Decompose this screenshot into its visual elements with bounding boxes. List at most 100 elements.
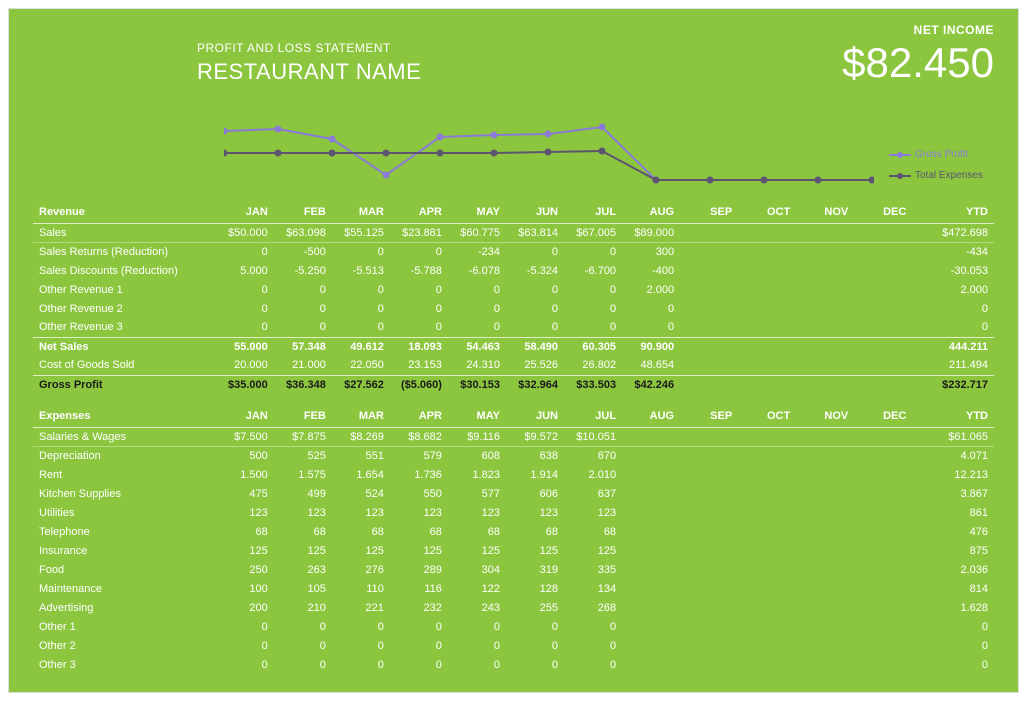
ytd-value: 814	[912, 579, 994, 598]
table-row: Other 200000000	[33, 636, 994, 655]
month-header: DEC	[854, 408, 912, 427]
cell-value: 123	[506, 503, 564, 522]
cell-value	[854, 503, 912, 522]
cell-value	[854, 223, 912, 242]
ytd-value: 12.213	[912, 465, 994, 484]
cell-value: 1.736	[390, 465, 448, 484]
table-row: Rent1.5001.5751.6541.7361.8231.9142.0101…	[33, 465, 994, 484]
cell-value: 608	[448, 446, 506, 465]
cell-value: 0	[448, 280, 506, 299]
cell-value	[738, 484, 796, 503]
cell-value: 128	[506, 579, 564, 598]
month-header: FEB	[274, 204, 332, 223]
ytd-value: 2.036	[912, 560, 994, 579]
legend-label: Gross Profit	[915, 149, 968, 160]
cell-value: 68	[564, 522, 622, 541]
cell-value: 0	[506, 280, 564, 299]
table-row: Other Revenue 3000000000	[33, 318, 994, 337]
ytd-header: YTD	[912, 204, 994, 223]
cell-value: 1.914	[506, 465, 564, 484]
cell-value: 0	[332, 655, 390, 674]
cell-value: 0	[506, 655, 564, 674]
cell-value	[854, 318, 912, 337]
chart-marker	[383, 172, 390, 179]
row-label: Food	[33, 560, 216, 579]
month-header: JAN	[216, 408, 274, 427]
cell-value	[738, 318, 796, 337]
ytd-value: 0	[912, 318, 994, 337]
cell-value: 123	[448, 503, 506, 522]
cell-value	[622, 484, 680, 503]
cell-value: $7.875	[274, 427, 332, 446]
cell-value: 232	[390, 598, 448, 617]
cell-value: $10.051	[564, 427, 622, 446]
cell-value	[622, 522, 680, 541]
cell-value: 0	[274, 617, 332, 636]
cell-value: 0	[332, 299, 390, 318]
cell-value: 268	[564, 598, 622, 617]
cell-value: 0	[564, 242, 622, 261]
cell-value	[622, 560, 680, 579]
cell-value	[854, 560, 912, 579]
ytd-value: 4.071	[912, 446, 994, 465]
month-header: JUN	[506, 408, 564, 427]
cell-value	[680, 541, 738, 560]
cell-value	[796, 261, 854, 280]
cell-value	[622, 598, 680, 617]
cell-value: -500	[274, 242, 332, 261]
cell-value	[796, 242, 854, 261]
row-label: Net Sales	[33, 337, 216, 356]
cell-value: 0	[216, 242, 274, 261]
cell-value	[622, 446, 680, 465]
cell-value	[680, 356, 738, 375]
cell-value: 0	[390, 299, 448, 318]
ytd-value: 3.867	[912, 484, 994, 503]
ytd-value: 211.494	[912, 356, 994, 375]
cell-value: $55.125	[332, 223, 390, 242]
cell-value	[738, 636, 796, 655]
cell-value: 0	[506, 318, 564, 337]
ytd-value: 0	[912, 299, 994, 318]
cell-value: 0	[274, 299, 332, 318]
cell-value: 116	[390, 579, 448, 598]
cell-value: 57.348	[274, 337, 332, 356]
table-row: Telephone68686868686868476	[33, 522, 994, 541]
cell-value: -5.324	[506, 261, 564, 280]
ytd-value: 476	[912, 522, 994, 541]
cell-value: 525	[274, 446, 332, 465]
cell-value	[796, 280, 854, 299]
cell-value	[854, 579, 912, 598]
month-header: APR	[390, 408, 448, 427]
cell-value: 0	[390, 280, 448, 299]
cell-value: -5.250	[274, 261, 332, 280]
chart-marker	[599, 148, 606, 155]
chart-marker	[275, 126, 282, 133]
cell-value: -5.513	[332, 261, 390, 280]
cell-value: 68	[332, 522, 390, 541]
table-row: Sales Returns (Reduction)0-50000-2340030…	[33, 242, 994, 261]
chart-marker	[224, 150, 228, 157]
cell-value	[854, 541, 912, 560]
cell-value	[680, 427, 738, 446]
cell-value	[854, 427, 912, 446]
cell-value: 123	[274, 503, 332, 522]
chart-marker	[545, 131, 552, 138]
cell-value: 243	[448, 598, 506, 617]
table-row: Other Revenue 2000000000	[33, 299, 994, 318]
cell-value: 0	[448, 318, 506, 337]
cell-value: 125	[390, 541, 448, 560]
cell-value	[796, 299, 854, 318]
row-label: Advertising	[33, 598, 216, 617]
cell-value	[796, 655, 854, 674]
ytd-value: 0	[912, 636, 994, 655]
cell-value: 68	[448, 522, 506, 541]
cell-value	[854, 261, 912, 280]
row-label: Gross Profit	[33, 375, 216, 394]
month-header: SEP	[680, 408, 738, 427]
cell-value	[796, 579, 854, 598]
cell-value	[796, 598, 854, 617]
cell-value: 304	[448, 560, 506, 579]
cell-value: 0	[448, 636, 506, 655]
cell-value: 60.305	[564, 337, 622, 356]
cell-value: 125	[274, 541, 332, 560]
